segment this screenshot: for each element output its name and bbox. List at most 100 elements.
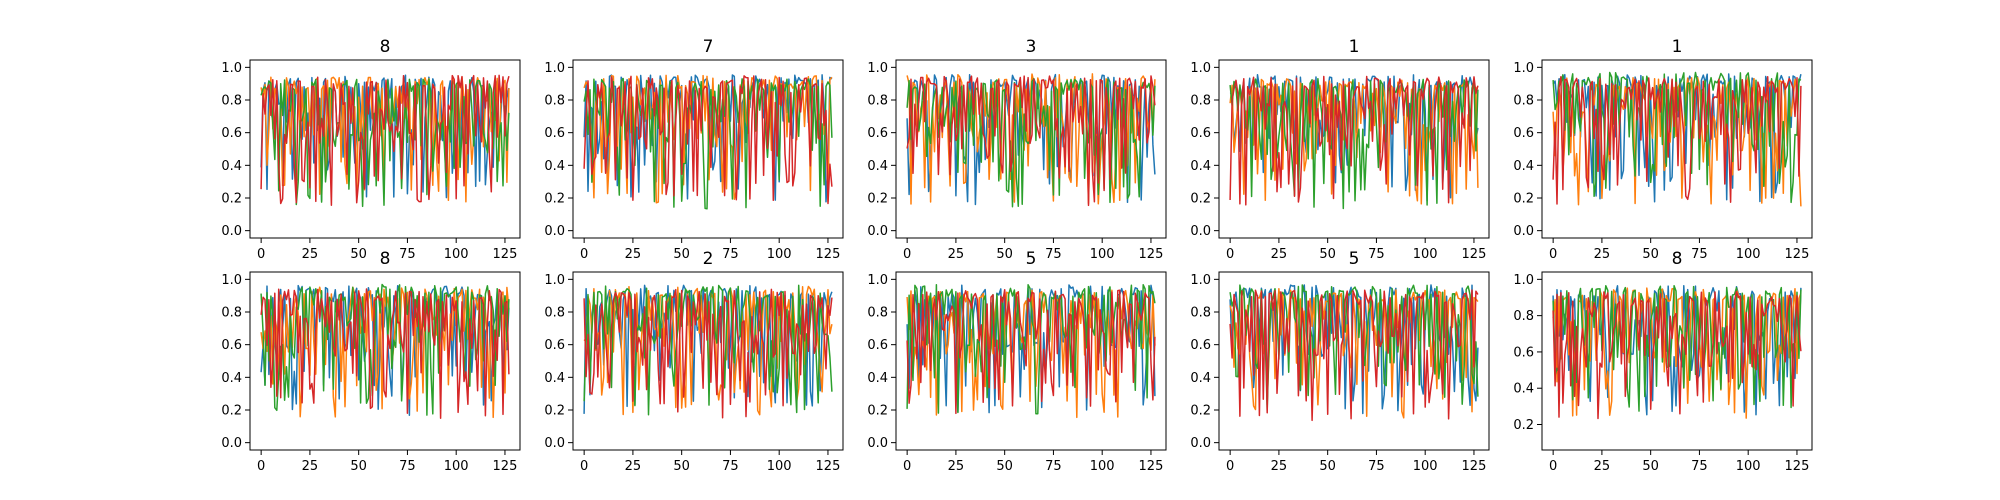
x-tick-label: 75 bbox=[1368, 459, 1385, 474]
x-tick-label: 125 bbox=[1462, 459, 1487, 474]
series-group bbox=[260, 74, 510, 208]
series-line-4 bbox=[583, 288, 833, 419]
x-tick-label: 0 bbox=[580, 459, 588, 474]
y-tick-label: 0.4 bbox=[1190, 371, 1211, 386]
y-tick-label: 0.2 bbox=[544, 403, 565, 418]
x-tick-label: 0 bbox=[1226, 247, 1234, 262]
y-tick-label: 0.2 bbox=[867, 403, 888, 418]
x-tick-label: 50 bbox=[1319, 247, 1336, 262]
x-tick-label: 100 bbox=[444, 459, 469, 474]
plot-frame bbox=[1218, 59, 1490, 239]
y-tick-label: 0.0 bbox=[867, 436, 888, 451]
series-line-4 bbox=[583, 75, 833, 205]
series-group bbox=[583, 74, 833, 210]
y-tick-label: 0.0 bbox=[1513, 224, 1534, 239]
series-line-4 bbox=[906, 288, 1156, 415]
y-tick-label: 0.8 bbox=[867, 94, 888, 109]
y-tick-label: 0.2 bbox=[221, 403, 242, 418]
series-group bbox=[1229, 284, 1479, 422]
x-tick-label: 75 bbox=[1368, 247, 1385, 262]
x-tick-label: 0 bbox=[903, 247, 911, 262]
y-tick-label: 0.6 bbox=[221, 338, 242, 353]
y-tick-label: 0.6 bbox=[1513, 345, 1534, 360]
y-tick-label: 1.0 bbox=[1190, 61, 1211, 76]
plot-frame bbox=[895, 271, 1167, 451]
y-tick-label: 0.4 bbox=[221, 371, 242, 386]
x-tick-label: 75 bbox=[1045, 247, 1062, 262]
x-tick-label: 25 bbox=[625, 459, 642, 474]
x-tick-label: 50 bbox=[1319, 459, 1336, 474]
subplot-7: 2 0 25 50 75 100 125 0.0 0.2 0.4 0.6 0.8 1.0 bbox=[544, 249, 844, 474]
series-line-3 bbox=[583, 284, 833, 416]
y-tick-label: 0.6 bbox=[1190, 338, 1211, 353]
y-tick-label: 0.6 bbox=[867, 126, 888, 141]
x-tick-label: 50 bbox=[996, 247, 1013, 262]
x-tick-label: 75 bbox=[1045, 459, 1062, 474]
series-line-2 bbox=[906, 73, 1156, 205]
plot-frame bbox=[249, 59, 521, 239]
x-tick-label: 100 bbox=[1413, 459, 1438, 474]
y-tick-label: 0.8 bbox=[1513, 94, 1534, 109]
x-tick-label: 125 bbox=[1462, 247, 1487, 262]
x-tick-label: 75 bbox=[1691, 459, 1708, 474]
x-tick-label: 25 bbox=[1594, 459, 1611, 474]
series-line-4 bbox=[1229, 75, 1479, 206]
y-tick-label: 1.0 bbox=[544, 273, 565, 288]
x-tick-label: 75 bbox=[1691, 247, 1708, 262]
x-tick-label: 25 bbox=[1271, 247, 1288, 262]
y-tick-label: 1.0 bbox=[1190, 273, 1211, 288]
series-group bbox=[906, 73, 1156, 208]
series-line-3 bbox=[1229, 77, 1479, 210]
x-tick-label: 50 bbox=[1642, 247, 1659, 262]
x-tick-label: 125 bbox=[1139, 247, 1164, 262]
y-tick-label: 0.2 bbox=[1513, 191, 1534, 206]
x-tick-label: 50 bbox=[673, 459, 690, 474]
x-tick-label: 100 bbox=[444, 247, 469, 262]
x-tick-label: 100 bbox=[1736, 459, 1761, 474]
x-tick-label: 100 bbox=[1090, 247, 1115, 262]
y-tick-label: 0.2 bbox=[544, 191, 565, 206]
y-tick-label: 0.8 bbox=[544, 94, 565, 109]
y-tick-label: 0.4 bbox=[1190, 159, 1211, 174]
x-tick-label: 25 bbox=[948, 247, 965, 262]
subplot-title: 1 bbox=[1349, 37, 1360, 57]
subplot-title: 1 bbox=[1672, 37, 1683, 57]
y-tick-label: 0.2 bbox=[221, 191, 242, 206]
y-tick-label: 1.0 bbox=[867, 273, 888, 288]
y-tick-label: 0.8 bbox=[1190, 94, 1211, 109]
plot-frame bbox=[572, 271, 844, 451]
y-tick-label: 0.4 bbox=[1513, 382, 1534, 397]
plot-frame bbox=[249, 271, 521, 451]
x-tick-label: 0 bbox=[1226, 459, 1234, 474]
x-tick-label: 25 bbox=[1271, 459, 1288, 474]
y-tick-label: 0.0 bbox=[221, 436, 242, 451]
subplot-3: 3 0 25 50 75 100 125 0.0 0.2 0.4 0.6 0.8 1.0 bbox=[867, 37, 1167, 262]
plot-frame bbox=[1541, 59, 1813, 239]
series-line-4 bbox=[260, 74, 510, 206]
y-tick-label: 0.0 bbox=[1190, 436, 1211, 451]
series-line-4 bbox=[906, 75, 1156, 207]
subplot-10: 8 0 25 50 75 100 125 0.2 0.4 0.6 0.8 1.0 bbox=[1513, 249, 1813, 474]
y-tick-label: 1.0 bbox=[1513, 273, 1534, 288]
y-tick-label: 0.0 bbox=[544, 436, 565, 451]
x-tick-label: 100 bbox=[1413, 247, 1438, 262]
series-line-3 bbox=[260, 283, 510, 416]
y-tick-label: 1.0 bbox=[544, 61, 565, 76]
series-group bbox=[260, 283, 510, 419]
y-tick-label: 0.0 bbox=[867, 224, 888, 239]
x-tick-label: 100 bbox=[767, 247, 792, 262]
y-tick-label: 0.6 bbox=[1513, 126, 1534, 141]
y-tick-label: 0.6 bbox=[1190, 126, 1211, 141]
y-tick-label: 1.0 bbox=[1513, 61, 1534, 76]
x-tick-label: 125 bbox=[1139, 459, 1164, 474]
y-tick-label: 0.8 bbox=[221, 306, 242, 321]
x-tick-label: 50 bbox=[673, 247, 690, 262]
series-group bbox=[1229, 74, 1479, 210]
series-group bbox=[1552, 285, 1802, 420]
x-tick-label: 100 bbox=[1090, 459, 1115, 474]
y-tick-label: 0.0 bbox=[1190, 224, 1211, 239]
subplot-title: 7 bbox=[703, 37, 714, 57]
y-tick-label: 0.8 bbox=[1513, 309, 1534, 324]
series-group bbox=[906, 284, 1156, 419]
x-tick-label: 25 bbox=[625, 247, 642, 262]
